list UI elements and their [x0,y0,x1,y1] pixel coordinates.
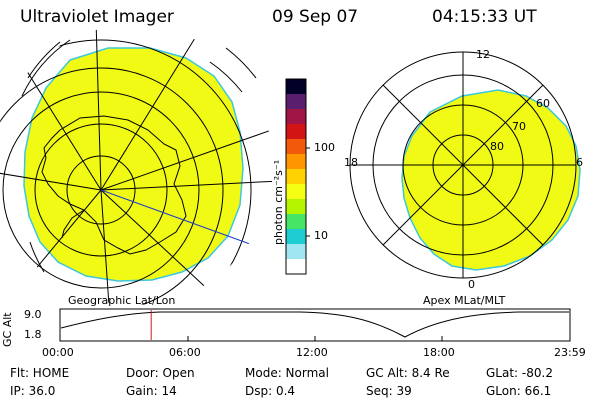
geo-lat-circle [0,67,224,305]
geo-lat-circle [66,155,136,225]
info-mode: Mode: Normal [245,366,329,380]
mlat-label-60: 60 [536,97,550,110]
info-dsp: Dsp: 0.4 [245,384,296,398]
altitude-xticks [187,336,443,341]
info-glat: GLat: -80.2 [486,366,553,380]
colorbar-unit-label: photon cm⁻²s⁻¹ [272,159,285,245]
colorbar-segment [286,199,306,215]
mlt-label-18: 18 [344,156,358,169]
mlat-label-70: 70 [512,120,526,133]
alt-xtick-1800: 18:00 [423,346,455,359]
colorbar-segment [286,79,306,95]
alt-xtick-2359: 23:59 [554,346,586,359]
info-glon: GLon: 66.1 [486,384,552,398]
mlt-label-12: 12 [476,48,490,61]
info-door: Door: Open [126,366,195,380]
geo-panel [0,25,273,305]
altitude-plot [59,308,571,342]
apex-grid [349,51,577,279]
colorbar-segment [286,214,306,230]
geo-outer-arc [21,39,71,97]
mlt-label-0: 0 [468,278,475,291]
colorbar-segment [286,109,306,125]
colorbar-segment [286,259,306,275]
mlt-label-6: 6 [576,156,583,169]
geo-lat-circle [0,39,252,305]
mlat-label-80: 80 [490,140,504,153]
colorbar-segment [286,169,306,185]
alt-ylabel: GC Alt [1,312,14,347]
geo-outer-arc [29,241,45,273]
info-gain: Gain: 14 [126,384,177,398]
geo-outer-arc [225,47,257,79]
geo-outer-arc [209,61,243,93]
alt-xtick-0000: 00:00 [42,346,74,359]
geo-emission-fill [23,47,244,282]
info-seq: Seq: 39 [366,384,412,398]
colorbar-segment [286,229,306,245]
geo-lat-circle [34,123,168,257]
geo-meridians [0,25,273,305]
colorbar-segment [286,124,306,140]
info-flt: Flt: HOME [10,366,70,380]
geo-caption: Geographic Lat/Lon [68,294,176,307]
alt-xtick-0600: 06:00 [169,346,201,359]
apex-caption: Apex MLat/MLT [423,294,506,307]
geo-terminator-line [100,189,251,245]
apex-emission-fill [401,89,581,271]
colorbar-tick-100: 100 [314,141,335,154]
colorbar-segment [286,94,306,110]
colorbar-segment [286,244,306,260]
geo-outer-arc [27,41,61,79]
colorbar-tick-10: 10 [314,229,328,242]
time-label: 04:15:33 UT [432,7,537,27]
colorbar [285,78,310,275]
geo-map [0,25,273,305]
colorbar-segment [286,154,306,170]
apex-panel [349,51,581,279]
geo-coastline [41,115,187,255]
colorbar-segment [286,139,306,155]
altitude-curve [60,311,569,338]
info-gc-alt: GC Alt: 8.4 Re [366,366,450,380]
instrument-title: Ultraviolet Imager [20,7,174,27]
geo-lat-circle [2,91,200,289]
date-label: 09 Sep 07 [272,7,359,27]
colorbar-segment [286,184,306,200]
info-ip: IP: 36.0 [10,384,56,398]
alt-xtick-1200: 12:00 [296,346,328,359]
colorbar-frame [285,78,307,275]
alt-ytick-top: 9.0 [24,308,42,321]
alt-ytick-bottom: 1.8 [24,328,42,341]
